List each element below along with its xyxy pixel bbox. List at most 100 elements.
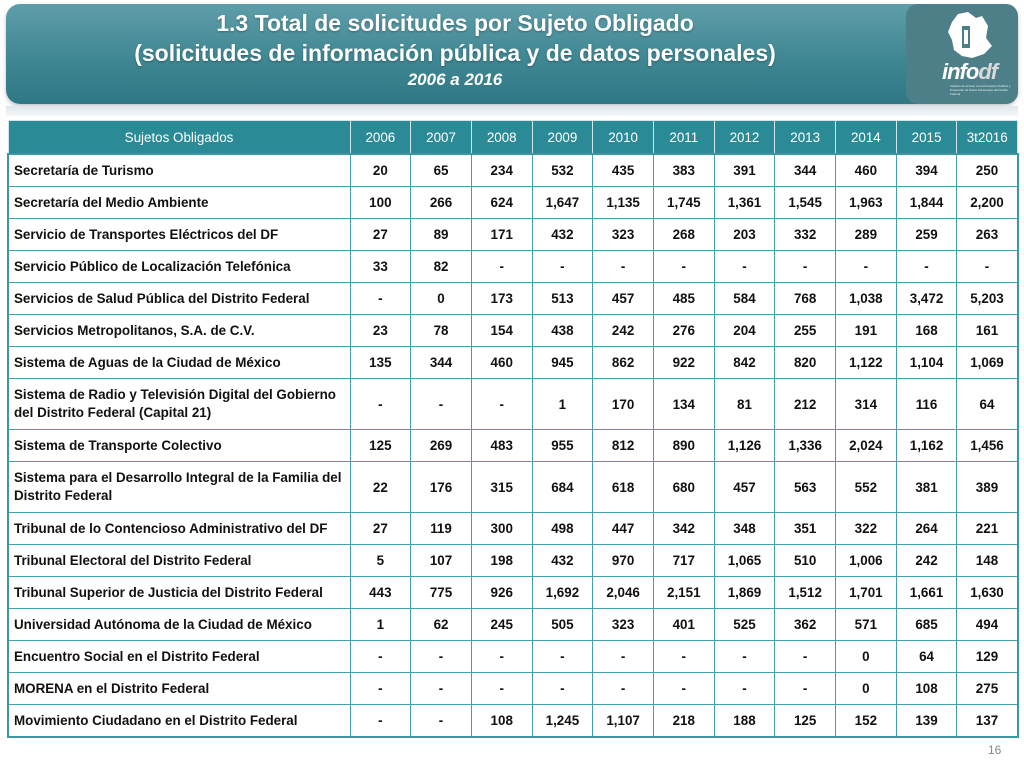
value-cell: 5 [349, 544, 412, 577]
value-cell: 168 [895, 314, 958, 347]
value-cell: 22 [349, 461, 412, 513]
table-row: Servicio de Transportes Eléctricos del D… [7, 218, 1019, 251]
value-cell: 107 [410, 544, 472, 577]
value-cell: 64 [956, 378, 1019, 430]
value-cell: 1,361 [713, 186, 776, 219]
value-cell: 970 [592, 544, 654, 577]
column-header-year: 2012 [713, 120, 776, 155]
value-cell: 401 [652, 608, 715, 641]
value-cell: 173 [470, 282, 533, 315]
value-cell: - [470, 250, 533, 283]
value-cell: - [349, 704, 412, 738]
value-cell: - [592, 250, 654, 283]
entity-name-cell: Tribunal Superior de Justicia del Distri… [7, 576, 351, 609]
value-cell: 438 [531, 314, 594, 347]
column-header-year: 2015 [895, 120, 958, 155]
column-header-year: 2014 [835, 120, 897, 155]
entity-name-cell: Sistema de Transporte Colectivo [7, 429, 351, 462]
value-cell: 485 [652, 282, 715, 315]
value-cell: - [531, 672, 594, 705]
value-cell: 3,472 [895, 282, 958, 315]
value-cell: 513 [531, 282, 594, 315]
value-cell: - [592, 672, 654, 705]
page-number: 16 [988, 743, 1002, 757]
value-cell: 221 [956, 512, 1019, 545]
value-cell: 1,692 [531, 576, 594, 609]
value-cell: 1,545 [774, 186, 836, 219]
table-row: Encuentro Social en el Distrito Federal -… [7, 640, 1019, 673]
value-cell: 188 [713, 704, 776, 738]
value-cell: - [349, 640, 412, 673]
value-cell: 955 [531, 429, 594, 462]
value-cell: 483 [470, 429, 533, 462]
value-cell: 264 [895, 512, 958, 545]
requests-table: Sujetos Obligados 2006 2007 2008 2009 2010 201… [7, 120, 1019, 738]
value-cell: - [410, 672, 472, 705]
entity-name-cell: Encuentro Social en el Distrito Federal [7, 640, 351, 673]
mexico-city-map-icon [948, 12, 992, 58]
value-cell: - [592, 640, 654, 673]
value-cell: 945 [531, 346, 594, 379]
value-cell: 134 [652, 378, 715, 430]
value-cell: 1,869 [713, 576, 776, 609]
value-cell: - [470, 672, 533, 705]
value-cell: - [531, 640, 594, 673]
value-cell: 129 [956, 640, 1019, 673]
value-cell: 2,200 [956, 186, 1019, 219]
value-cell: 457 [592, 282, 654, 315]
column-header-year: 2013 [774, 120, 836, 155]
entity-name-cell: Universidad Autónoma de la Ciudad de Méx… [7, 608, 351, 641]
table-row: Sistema de Radio y Televisión Digital de… [7, 378, 1019, 430]
value-cell: 775 [410, 576, 472, 609]
value-cell: 862 [592, 346, 654, 379]
title-subtitle: (solicitudes de información pública y de… [134, 40, 776, 66]
value-cell: 624 [470, 186, 533, 219]
value-cell: 259 [895, 218, 958, 251]
value-cell: 154 [470, 314, 533, 347]
value-cell: - [713, 640, 776, 673]
value-cell: - [410, 378, 472, 430]
table-row: Movimiento Ciudadano en el Distrito Fede… [7, 704, 1019, 738]
value-cell: 922 [652, 346, 715, 379]
value-cell: 680 [652, 461, 715, 513]
value-cell: 1,135 [592, 186, 654, 219]
entity-name-cell: Sistema de Aguas de la Ciudad de México [7, 346, 351, 379]
column-header-year: 3t2016 [956, 120, 1019, 155]
value-cell: 1,456 [956, 429, 1019, 462]
value-cell: 212 [774, 378, 836, 430]
column-header-year: 2009 [531, 120, 594, 155]
value-cell: 33 [349, 250, 412, 283]
table-row: Servicios de Salud Pública del Distrito … [7, 282, 1019, 315]
value-cell: 152 [835, 704, 897, 738]
value-cell: 381 [895, 461, 958, 513]
title-main: 1.3 Total de solicitudes por Sujeto Obli… [216, 10, 694, 36]
value-cell: 563 [774, 461, 836, 513]
value-cell: 1,122 [835, 346, 897, 379]
table-row: Sistema para el Desarrollo Integral de l… [7, 461, 1019, 513]
value-cell: 571 [835, 608, 897, 641]
table-row: Sistema de Transporte Colectivo 125 269 483… [7, 429, 1019, 462]
value-cell: 435 [592, 153, 654, 187]
value-cell: 391 [713, 153, 776, 187]
value-cell: 116 [895, 378, 958, 430]
value-cell: 1,512 [774, 576, 836, 609]
value-cell: - [774, 672, 836, 705]
value-cell: 23 [349, 314, 412, 347]
table-row: Tribunal Superior de Justicia del Distri… [7, 576, 1019, 609]
value-cell: - [349, 672, 412, 705]
value-cell: - [470, 640, 533, 673]
title-period: 2006 a 2016 [407, 70, 503, 89]
value-cell: 268 [652, 218, 715, 251]
value-cell: 315 [470, 461, 533, 513]
value-cell: 82 [410, 250, 472, 283]
value-cell: 618 [592, 461, 654, 513]
header-divider [6, 106, 1018, 116]
value-cell: 351 [774, 512, 836, 545]
value-cell: 323 [592, 218, 654, 251]
value-cell: 890 [652, 429, 715, 462]
value-cell: 62 [410, 608, 472, 641]
value-cell: - [349, 378, 412, 430]
table-row: Sistema de Aguas de la Ciudad de México 1… [7, 346, 1019, 379]
value-cell: 1,647 [531, 186, 594, 219]
value-cell: 525 [713, 608, 776, 641]
